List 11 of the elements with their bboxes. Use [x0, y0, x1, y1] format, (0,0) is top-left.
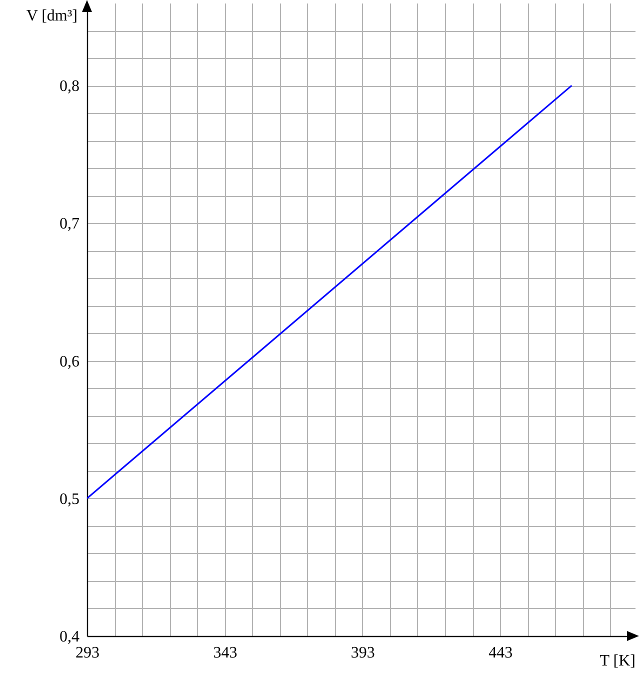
- x-tick-label: 393: [350, 644, 375, 662]
- y-axis-title: V [dm³]: [26, 8, 78, 24]
- x-tick-label: 293: [76, 644, 100, 662]
- y-tick-label: 0,7: [60, 216, 80, 233]
- y-tick-label: 0,4: [60, 628, 80, 646]
- x-tick-label: 343: [213, 644, 238, 662]
- y-tick-label: 0,8: [60, 78, 80, 96]
- y-tick-label: 0,5: [60, 490, 80, 508]
- x-axis-title: T [K]: [600, 652, 636, 670]
- x-tick-label: 443: [488, 644, 513, 662]
- y-tick-label: 0,6: [60, 353, 80, 370]
